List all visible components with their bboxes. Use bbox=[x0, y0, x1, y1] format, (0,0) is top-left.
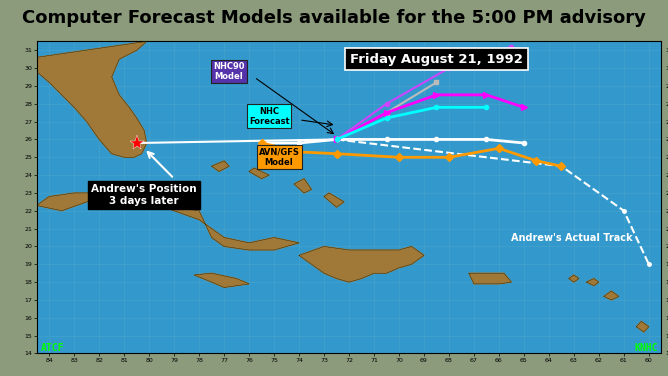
Polygon shape bbox=[637, 321, 649, 332]
Polygon shape bbox=[294, 179, 311, 193]
Polygon shape bbox=[37, 193, 299, 250]
Text: Friday August 21, 1992: Friday August 21, 1992 bbox=[350, 53, 523, 66]
Polygon shape bbox=[24, 41, 147, 157]
Polygon shape bbox=[299, 246, 424, 282]
Text: AVN/GFS
Model: AVN/GFS Model bbox=[259, 147, 299, 167]
Polygon shape bbox=[569, 275, 579, 282]
Polygon shape bbox=[194, 273, 249, 288]
Text: Andrew's Position
3 days later: Andrew's Position 3 days later bbox=[92, 184, 197, 206]
Text: Andrew's Actual Track: Andrew's Actual Track bbox=[512, 232, 633, 243]
Text: KNHC: KNHC bbox=[634, 343, 657, 353]
Polygon shape bbox=[469, 273, 512, 284]
Polygon shape bbox=[249, 168, 269, 179]
Polygon shape bbox=[587, 279, 599, 286]
Text: NHC
Forecast: NHC Forecast bbox=[248, 106, 289, 126]
Polygon shape bbox=[324, 193, 344, 207]
Text: Computer Forecast Models available for the 5:00 PM advisory: Computer Forecast Models available for t… bbox=[22, 9, 646, 27]
Polygon shape bbox=[604, 291, 619, 300]
Polygon shape bbox=[212, 161, 229, 171]
Text: ATCF: ATCF bbox=[41, 343, 64, 353]
Text: NHC90
Model: NHC90 Model bbox=[213, 62, 245, 81]
